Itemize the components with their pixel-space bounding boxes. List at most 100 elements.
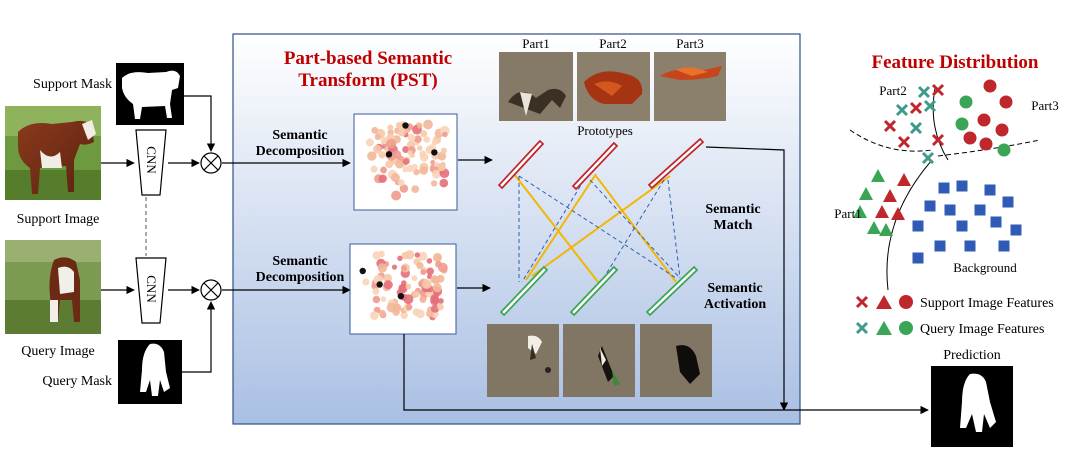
support-image [5, 106, 101, 200]
pst-title-line-1: Part-based Semantic [284, 48, 452, 69]
cloud-point [380, 296, 387, 302]
feature-marker [912, 252, 924, 264]
cloud-point [367, 151, 377, 161]
query-mask [118, 340, 182, 404]
prototype-bar [497, 139, 545, 190]
cloud-point [435, 254, 442, 261]
pst-title-line-2: Transform (PST) [298, 70, 438, 91]
semantic-activation-label: Semantic [707, 281, 762, 296]
cloud-point [397, 255, 403, 261]
feature-marker [959, 95, 973, 109]
cloud-point [430, 180, 438, 187]
cloud-point [420, 130, 428, 138]
prototype-bar [569, 265, 619, 317]
cloud-point [423, 136, 431, 143]
cloud-point [373, 144, 382, 154]
feature-marker [974, 204, 986, 216]
feature-marker [917, 85, 931, 99]
cloud-point [378, 151, 386, 159]
feature-marker [998, 240, 1010, 252]
feature-marker [871, 169, 885, 182]
legend-query-markers [855, 321, 913, 335]
semantic-decomposition-label: Semantic [272, 254, 327, 269]
cluster-label-part3: Part3 [1031, 98, 1058, 113]
cloud-point [414, 252, 420, 258]
query-mask-label: Query Mask [42, 374, 112, 389]
cloud-center [385, 151, 393, 158]
support-arrows [101, 95, 351, 168]
part-prototype-thumbnail [654, 52, 726, 121]
feature-marker [999, 95, 1013, 109]
cloud-point [417, 145, 423, 151]
cloud-point [392, 150, 402, 159]
feature-marker [859, 187, 873, 200]
support-point-cloud [365, 119, 450, 201]
cluster-boundary [886, 159, 933, 291]
cloud-point [397, 128, 407, 137]
query-arrows [101, 285, 351, 373]
prediction-label: Prediction [943, 348, 1001, 363]
feature-marker [956, 220, 968, 232]
cloud-point [407, 150, 413, 156]
feature-marker [995, 123, 1009, 137]
cloud-point [378, 174, 387, 183]
semantic-match-label: Match [714, 218, 753, 233]
cloud-point [372, 295, 381, 304]
cloud-point [383, 280, 393, 290]
legend: Support Image Features Query Image Featu… [855, 295, 1054, 337]
feature-marker [897, 135, 911, 149]
cloud-point [437, 163, 446, 172]
cloud-point [380, 166, 387, 174]
semantic-match-lines [513, 173, 677, 283]
cloud-point [440, 147, 447, 154]
feature-distribution-title: Feature Distribution [872, 52, 1039, 73]
cloud-point [426, 309, 434, 318]
feature-marker [934, 240, 946, 252]
cloud-point [397, 179, 405, 187]
cluster-label-background: Background [953, 260, 1017, 275]
feature-marker [875, 205, 889, 218]
cloud-point [383, 273, 393, 283]
feature-marker [867, 221, 881, 234]
feature-marker [921, 151, 935, 165]
feature-marker [944, 204, 956, 216]
cloud-point [419, 166, 428, 175]
feature-marker [923, 99, 937, 113]
cloud-point [430, 275, 439, 284]
query-point-cloud [359, 250, 448, 321]
feature-marker [1002, 196, 1014, 208]
cluster-boundary [932, 87, 949, 161]
cloud-point [419, 296, 427, 304]
semantic-decomposition-label: Decomposition [256, 270, 345, 285]
cloud-point [413, 168, 420, 176]
prototype-bar [647, 137, 705, 190]
cloud-point [405, 303, 413, 311]
cloud-center [402, 122, 409, 129]
prototype-bar [571, 141, 619, 191]
feature-marker [979, 137, 993, 151]
semantic-decomposition-label: Semantic [272, 128, 327, 143]
feature-marker [997, 143, 1011, 157]
activation-map [563, 324, 635, 397]
cloud-point [430, 294, 439, 303]
cloud-center [397, 293, 405, 300]
feature-marker [897, 173, 911, 186]
cluster-boundary [849, 129, 933, 152]
cloud-point [433, 161, 439, 168]
cloud-point [411, 275, 418, 282]
feature-distribution-plot [849, 79, 1041, 291]
cloud-point [431, 138, 439, 146]
cloud-point [385, 160, 394, 169]
semantic-match-label: Semantic [705, 202, 760, 217]
query-image [5, 240, 101, 334]
cloud-point [398, 283, 408, 294]
cloud-point [386, 138, 396, 149]
feature-marker [931, 133, 945, 147]
cloud-point [423, 119, 433, 130]
prototype-bar [645, 265, 699, 317]
cloud-point [416, 262, 424, 270]
activation-map [487, 324, 559, 397]
feature-marker [909, 101, 923, 115]
